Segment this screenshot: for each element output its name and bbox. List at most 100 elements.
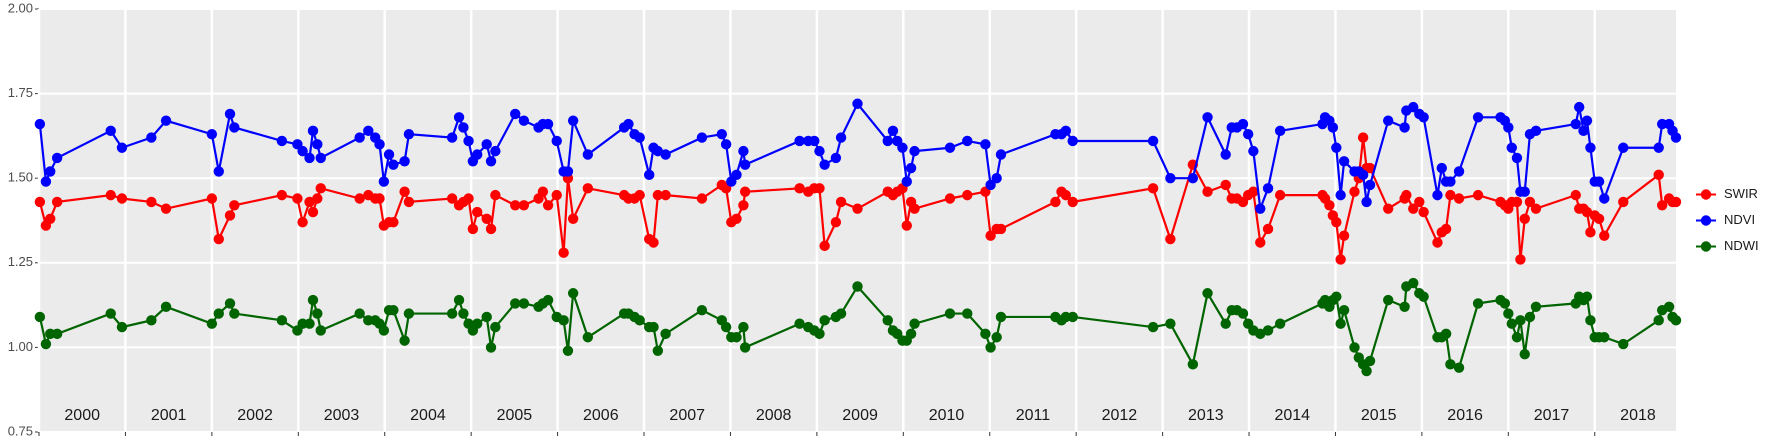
data-point — [648, 321, 659, 333]
data-point — [909, 318, 920, 329]
data-point — [388, 304, 399, 316]
data-point — [1618, 338, 1629, 350]
data-point — [297, 145, 308, 157]
data-point — [542, 118, 554, 130]
data-point — [481, 139, 492, 150]
x-tick-label: 2017 — [1534, 407, 1570, 424]
data-point — [1364, 162, 1376, 174]
data-point — [905, 162, 917, 174]
legend-label: SWIR — [1724, 186, 1758, 201]
data-point — [1324, 200, 1335, 211]
data-point — [1050, 196, 1061, 208]
plot-panel — [39, 9, 1676, 432]
data-point — [229, 308, 240, 319]
data-point — [458, 308, 469, 319]
data-point — [206, 318, 218, 329]
data-point — [980, 139, 991, 150]
data-point — [1663, 301, 1675, 312]
data-point — [1408, 203, 1419, 214]
data-point — [962, 189, 973, 201]
data-point — [944, 193, 956, 204]
data-point — [45, 166, 56, 177]
data-point — [830, 216, 842, 228]
data-point — [116, 142, 128, 153]
data-point — [819, 159, 830, 170]
data-point — [1274, 189, 1286, 201]
data-point — [1581, 291, 1593, 302]
data-point — [363, 125, 374, 137]
data-point — [1432, 237, 1443, 248]
data-point — [1418, 291, 1429, 302]
x-tick-label: 2016 — [1447, 407, 1483, 424]
data-point — [1382, 115, 1394, 126]
data-point — [1331, 216, 1342, 228]
data-point — [623, 118, 634, 130]
data-point — [962, 308, 973, 319]
x-tick-label: 2006 — [583, 407, 619, 424]
data-point — [660, 328, 671, 340]
data-point — [45, 213, 56, 225]
data-point — [794, 183, 805, 194]
data-point — [809, 135, 820, 147]
legend-label: NDWI — [1724, 238, 1759, 253]
data-point — [1618, 196, 1629, 208]
x-tick-label: 2010 — [929, 407, 965, 424]
data-point — [660, 149, 671, 160]
data-point — [542, 294, 554, 306]
data-point — [510, 200, 521, 211]
data-point — [991, 173, 1002, 184]
data-point — [634, 189, 645, 201]
data-point — [1585, 315, 1596, 326]
y-tick-label: 0.75 — [8, 423, 33, 438]
data-point — [276, 315, 288, 326]
data-point — [403, 196, 415, 208]
data-point — [634, 132, 645, 143]
x-tick-label: 2005 — [497, 407, 533, 424]
data-point — [882, 315, 893, 326]
data-point — [1515, 254, 1526, 265]
data-point — [1511, 152, 1523, 164]
data-point — [374, 139, 385, 150]
data-point — [558, 247, 569, 258]
data-point — [1418, 206, 1429, 218]
data-point — [315, 183, 326, 194]
data-point — [1570, 189, 1581, 201]
data-point — [388, 159, 399, 170]
data-point — [304, 318, 315, 329]
data-point — [1187, 173, 1199, 184]
data-point — [307, 206, 319, 218]
data-point — [1408, 277, 1419, 289]
data-point — [1472, 298, 1484, 309]
data-point — [229, 122, 240, 133]
data-point — [490, 189, 501, 201]
data-point — [1274, 125, 1286, 137]
data-point — [40, 176, 52, 187]
data-point — [1445, 176, 1456, 187]
data-point — [944, 308, 956, 319]
data-point — [446, 308, 458, 319]
data-point — [472, 149, 483, 160]
data-point — [567, 213, 579, 225]
y-tick-label: 1.75 — [8, 85, 33, 100]
data-point — [446, 193, 458, 204]
data-point — [652, 189, 664, 201]
data-point — [1331, 291, 1342, 302]
data-point — [944, 142, 956, 153]
data-point — [1399, 122, 1410, 133]
data-point — [403, 308, 415, 319]
data-point — [1364, 355, 1376, 367]
data-point — [1519, 186, 1530, 197]
data-point — [909, 203, 920, 214]
data-point — [1408, 101, 1419, 113]
data-point — [1335, 318, 1346, 329]
data-point — [472, 318, 483, 329]
data-point — [481, 213, 492, 225]
data-point — [1187, 359, 1199, 370]
data-point — [160, 115, 172, 126]
data-point — [304, 196, 315, 208]
data-point — [1067, 135, 1078, 147]
data-point — [720, 139, 732, 150]
data-point — [738, 321, 749, 333]
data-point — [1618, 142, 1629, 153]
